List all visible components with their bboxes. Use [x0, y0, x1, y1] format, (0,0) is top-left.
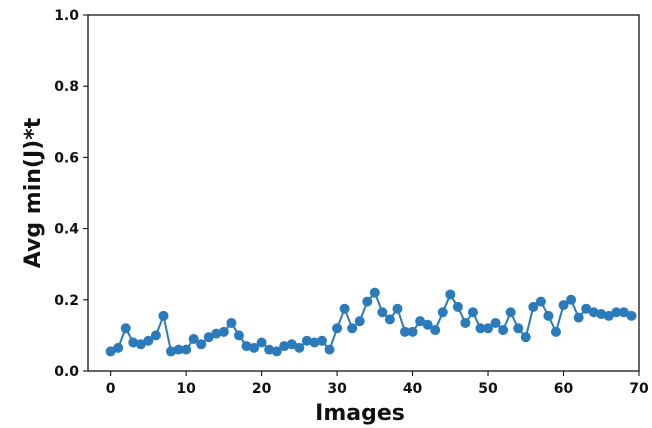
y-tick-label: 1.0: [54, 8, 79, 24]
data-point: [120, 323, 131, 334]
y-tick-label: 0.0: [54, 364, 79, 380]
data-point: [415, 316, 426, 327]
x-tick-label: 10: [176, 381, 196, 397]
data-point: [256, 337, 267, 348]
data-point: [316, 335, 327, 346]
data-point: [596, 309, 607, 320]
data-point: [128, 337, 139, 348]
data-point: [452, 301, 463, 312]
data-point: [392, 303, 403, 314]
data-point: [166, 346, 177, 357]
data-point: [550, 326, 561, 337]
data-point: [173, 344, 184, 355]
data-point: [188, 333, 199, 344]
data-point: [437, 307, 448, 318]
data-point: [573, 312, 584, 323]
y-tick-label: 0.8: [54, 79, 79, 95]
data-point: [528, 301, 539, 312]
x-tick-label: 40: [403, 381, 423, 397]
data-point: [558, 300, 569, 311]
data-point: [362, 296, 373, 307]
data-point: [143, 335, 154, 346]
data-point: [581, 303, 592, 314]
data-point: [467, 307, 478, 318]
x-tick-label: 60: [554, 381, 574, 397]
data-point: [483, 323, 494, 334]
data-point: [347, 323, 358, 334]
data-point: [150, 330, 161, 341]
data-point: [218, 326, 229, 337]
x-axis-title: Images: [315, 401, 405, 426]
data-point: [332, 323, 343, 334]
data-point: [513, 323, 524, 334]
data-point: [407, 326, 418, 337]
data-point: [566, 294, 577, 305]
data-point: [135, 339, 146, 350]
data-point: [105, 346, 116, 357]
data-point: [301, 335, 312, 346]
data-point: [505, 307, 516, 318]
y-axis-title: Avg min(J)*t: [21, 117, 46, 268]
data-point: [626, 310, 637, 321]
data-point: [400, 326, 411, 337]
y-axis: 0.0 0.2 0.4 0.6 0.8 1.0: [54, 8, 88, 380]
data-point: [490, 317, 501, 328]
data-point: [430, 325, 441, 336]
data-point: [279, 341, 290, 352]
plot-area: [87, 14, 640, 372]
x-axis: 0 10 20 30 40 50 60 70: [106, 371, 649, 397]
data-point: [543, 310, 554, 321]
series-points: [105, 287, 637, 357]
data-point: [422, 319, 433, 330]
data-point: [181, 344, 192, 355]
data-point: [498, 325, 509, 336]
y-tick-label: 0.4: [54, 222, 79, 238]
data-point: [588, 307, 599, 318]
data-point: [294, 342, 305, 353]
data-point: [249, 342, 260, 353]
y-tick-label: 0.2: [54, 293, 79, 309]
data-point: [233, 330, 244, 341]
data-point: [603, 310, 614, 321]
data-point: [339, 303, 350, 314]
data-point: [611, 307, 622, 318]
x-tick-label: 20: [252, 381, 272, 397]
data-point: [271, 346, 282, 357]
data-point: [445, 289, 456, 300]
y-tick-label: 0.6: [54, 150, 79, 166]
x-tick-label: 30: [327, 381, 347, 397]
data-point: [211, 328, 222, 339]
data-point: [203, 332, 214, 343]
data-point: [384, 314, 395, 325]
data-point: [324, 344, 335, 355]
data-point: [377, 307, 388, 318]
data-point: [475, 323, 486, 334]
data-point: [354, 316, 365, 327]
data-point: [460, 317, 471, 328]
data-point: [520, 332, 531, 343]
x-tick-label: 0: [106, 381, 116, 397]
data-point: [264, 344, 275, 355]
x-tick-label: 70: [629, 381, 649, 397]
x-tick-label: 50: [478, 381, 498, 397]
data-point: [535, 296, 546, 307]
data-point: [286, 339, 297, 350]
data-point: [241, 341, 252, 352]
data-point: [369, 287, 380, 298]
data-point: [113, 342, 124, 353]
data-point: [158, 310, 169, 321]
data-point: [309, 337, 320, 348]
data-point: [196, 339, 207, 350]
data-point: [226, 317, 237, 328]
data-point: [618, 307, 629, 318]
